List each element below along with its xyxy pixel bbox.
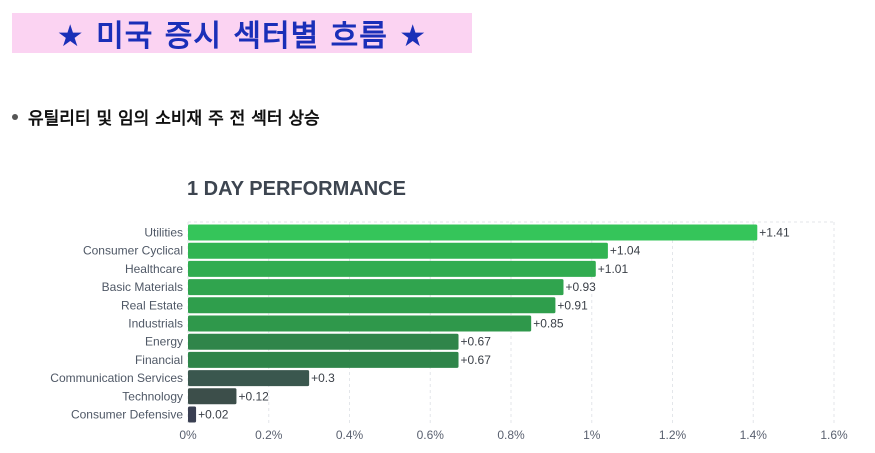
x-tick-label: 0.2% xyxy=(255,428,283,442)
category-label: Communication Services xyxy=(50,371,183,385)
value-label: +0.12 xyxy=(238,389,269,403)
value-label: +1.41 xyxy=(759,226,790,240)
bar xyxy=(188,242,608,259)
value-label: +0.3 xyxy=(311,371,335,385)
value-label: +0.93 xyxy=(565,280,596,294)
x-tick-label: 0.8% xyxy=(497,428,525,442)
bar xyxy=(188,370,310,387)
summary-bullet: 유틸리티 및 임의 소비재 주 전 섹터 상승 xyxy=(12,104,320,129)
bar xyxy=(188,279,564,296)
bar xyxy=(188,406,197,423)
bar xyxy=(188,388,237,405)
value-label: +0.67 xyxy=(461,335,492,349)
category-label: Consumer Cyclical xyxy=(83,244,183,258)
category-label: Energy xyxy=(145,335,183,349)
value-label: +0.67 xyxy=(461,353,492,367)
value-label: +1.01 xyxy=(598,262,629,276)
bar xyxy=(188,260,596,277)
bar xyxy=(188,315,532,332)
x-tick-label: 1.6% xyxy=(820,428,848,442)
bar xyxy=(188,297,556,314)
category-label: Technology xyxy=(122,389,183,403)
category-label: Financial xyxy=(135,353,183,367)
value-label: +0.02 xyxy=(198,408,229,422)
x-tick-label: 0.4% xyxy=(336,428,364,442)
category-label: Basic Materials xyxy=(102,280,183,294)
category-label: Utilities xyxy=(144,226,183,240)
bar xyxy=(188,333,459,350)
x-tick-label: 1% xyxy=(583,428,601,442)
x-tick-label: 1.2% xyxy=(659,428,687,442)
x-tick-label: 0% xyxy=(179,428,197,442)
page-title: ★ 미국 증시 섹터별 흐름 ★ xyxy=(12,13,472,54)
value-label: +0.85 xyxy=(533,317,564,331)
value-label: +1.04 xyxy=(610,244,641,258)
x-tick-label: 1.4% xyxy=(740,428,768,442)
chart-title: 1 DAY PERFORMANCE xyxy=(187,178,406,200)
summary-text: 유틸리티 및 임의 소비재 주 전 섹터 상승 xyxy=(28,109,320,129)
bar xyxy=(188,351,459,368)
bullet-dot-icon xyxy=(12,113,18,120)
category-label: Consumer Defensive xyxy=(71,408,183,422)
category-label: Real Estate xyxy=(121,298,183,312)
category-label: Industrials xyxy=(128,317,183,331)
bar xyxy=(188,224,758,241)
category-label: Healthcare xyxy=(125,262,183,276)
value-label: +0.91 xyxy=(557,298,588,312)
x-tick-label: 0.6% xyxy=(417,428,445,442)
